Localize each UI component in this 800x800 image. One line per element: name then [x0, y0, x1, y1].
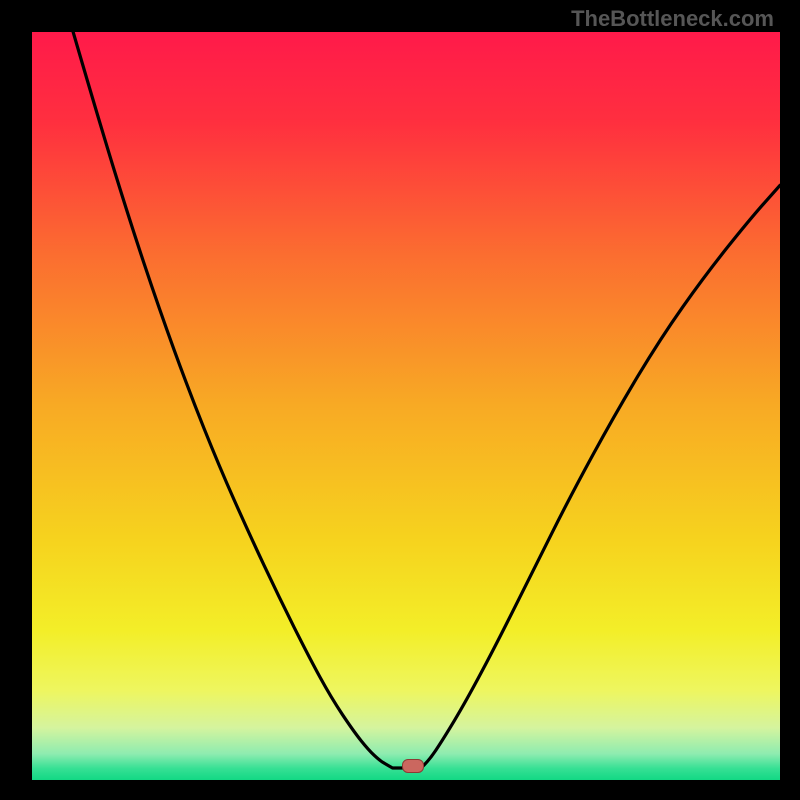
- plot-area: [32, 32, 780, 780]
- frame-border-right: [780, 0, 800, 800]
- watermark-text: TheBottleneck.com: [571, 6, 774, 32]
- frame-border-bottom: [0, 780, 800, 800]
- optimum-marker: [402, 759, 424, 773]
- curve-path: [73, 32, 780, 768]
- frame-border-left: [0, 0, 32, 800]
- bottleneck-curve: [32, 32, 780, 780]
- chart-container: TheBottleneck.com: [0, 0, 800, 800]
